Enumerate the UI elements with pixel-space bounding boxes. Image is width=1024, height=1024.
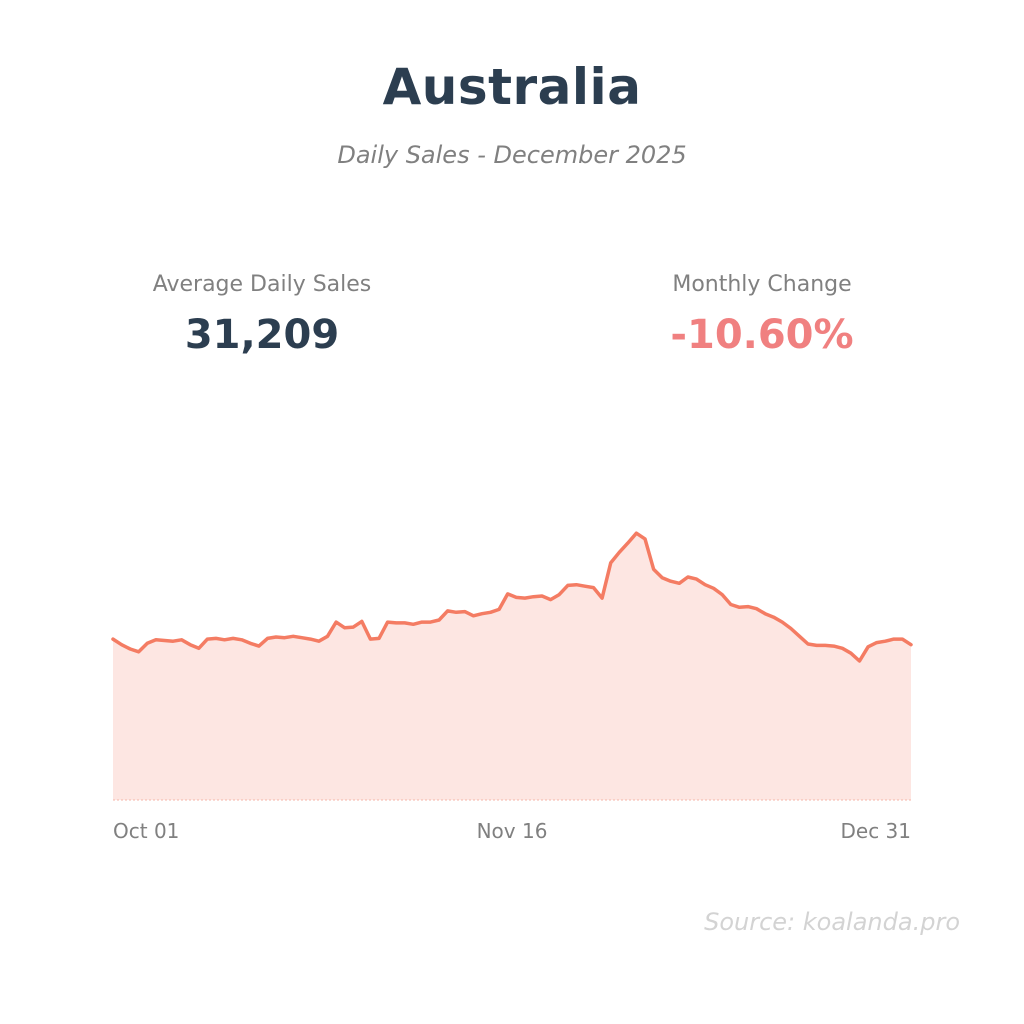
chart-title: Australia (382, 58, 642, 116)
average-daily-sales-value: 31,209 (184, 312, 340, 358)
monthly-change-value: -10.60% (670, 312, 854, 358)
sales-area-fill (113, 533, 911, 800)
chart-subtitle: Daily Sales - December 2025 (337, 141, 687, 169)
x-tick-label: Dec 31 (840, 819, 911, 843)
x-tick-label: Nov 16 (477, 819, 548, 843)
x-tick-label: Oct 01 (113, 819, 179, 843)
source-note: Source: koalanda.pro (704, 908, 960, 936)
average-daily-sales-label: Average Daily Sales (152, 272, 372, 297)
sales-line (111, 531, 913, 663)
monthly-change-label: Monthly Change (672, 272, 852, 297)
